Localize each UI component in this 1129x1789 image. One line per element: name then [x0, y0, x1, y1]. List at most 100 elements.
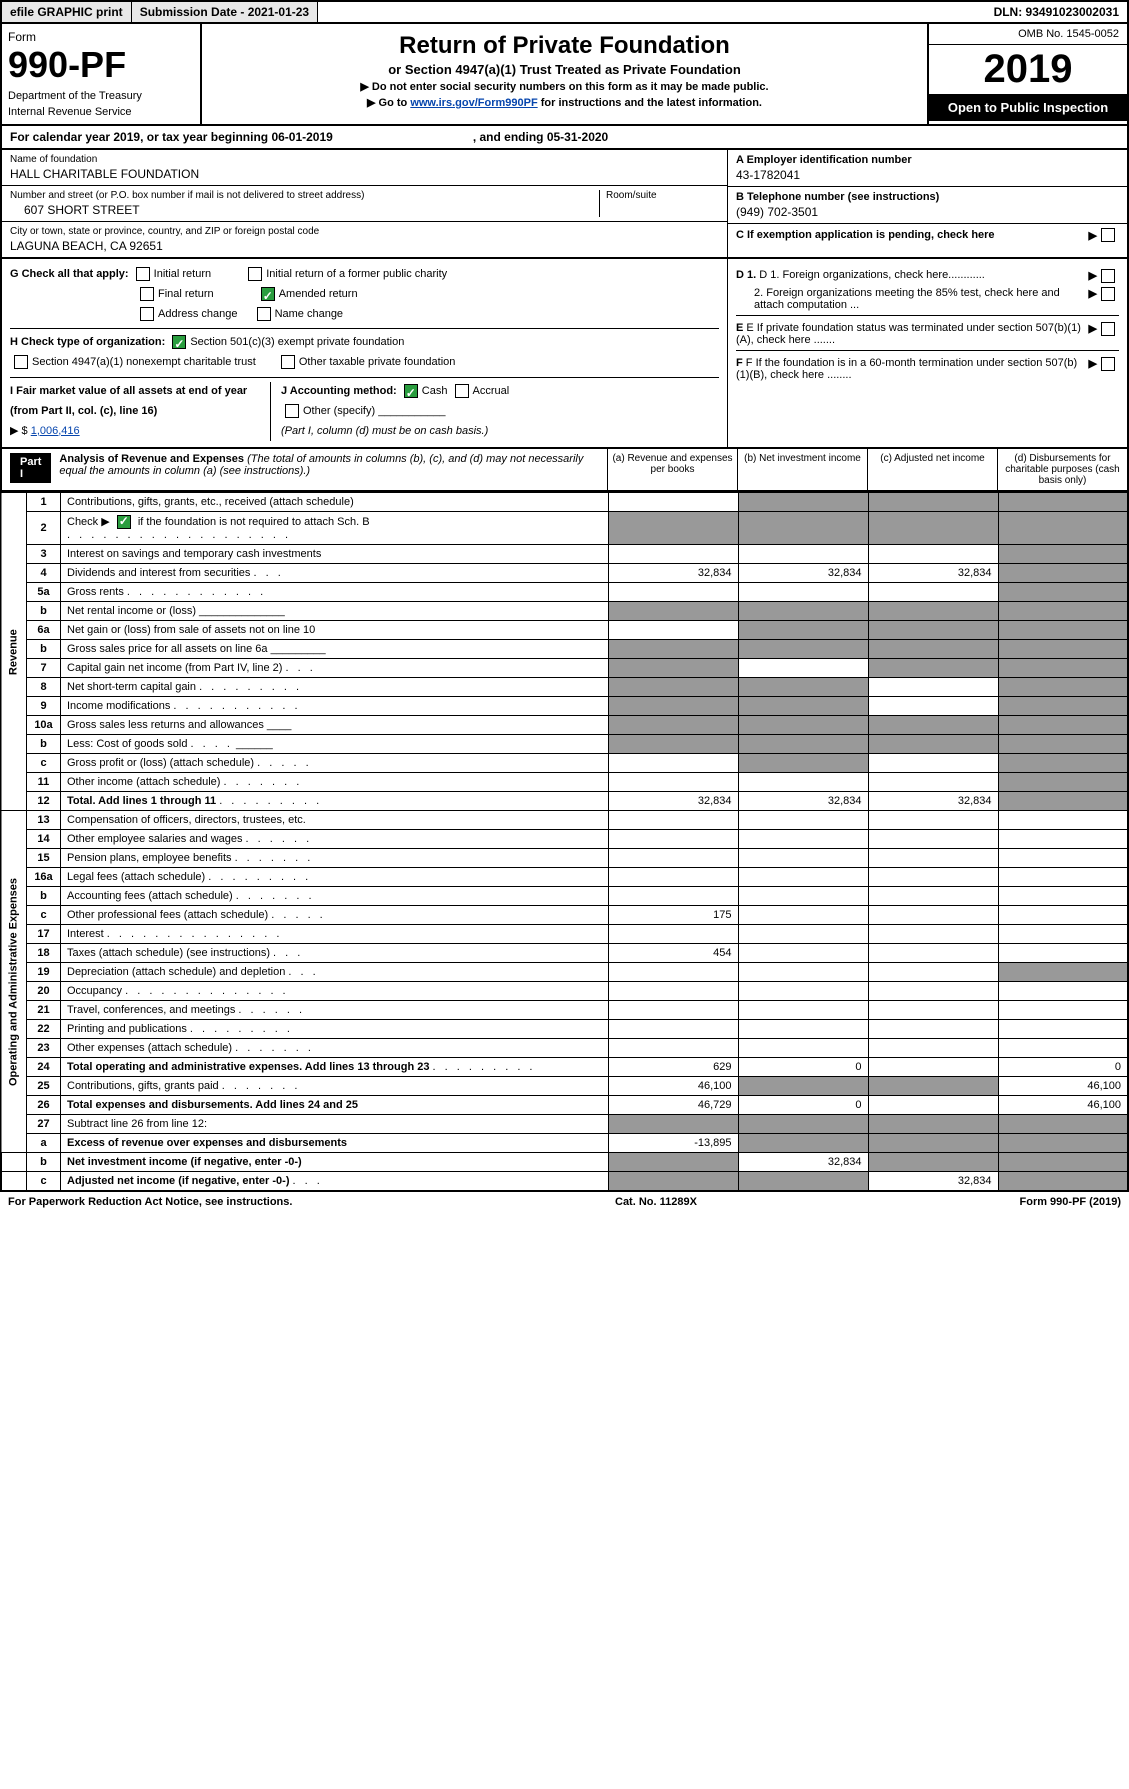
j-accrual-checkbox[interactable]	[455, 384, 469, 398]
row-num: b	[27, 602, 61, 621]
d2-checkbox[interactable]	[1101, 287, 1115, 301]
col-b-header: (b) Net investment income	[737, 449, 867, 490]
sch-b-checkbox[interactable]	[117, 515, 131, 529]
part1-header-row: Part I Analysis of Revenue and Expenses …	[0, 449, 1129, 492]
table-row: 24Total operating and administrative exp…	[1, 1058, 1128, 1077]
row-desc: Capital gain net income (from Part IV, l…	[61, 659, 609, 678]
foundation-right: A Employer identification number 43-1782…	[727, 150, 1127, 257]
dots-icon: . . . . . . . . . . . . . . . . . . .	[67, 529, 291, 541]
header-left: Form 990-PF Department of the Treasury I…	[2, 24, 202, 124]
irs-label: Internal Revenue Service	[8, 106, 194, 118]
j-cash-checkbox[interactable]	[404, 384, 418, 398]
amended-checkbox[interactable]	[261, 287, 275, 301]
row-desc: Other professional fees (attach schedule…	[61, 906, 609, 925]
row-desc: Occupancy . . . . . . . . . . . . . .	[61, 982, 609, 1001]
table-row: bNet rental income or (loss) ___________…	[1, 602, 1128, 621]
row-desc: Dividends and interest from securities .…	[61, 564, 609, 583]
part1-table: Revenue 1Contributions, gifts, grants, e…	[0, 492, 1129, 1192]
h-4947-checkbox[interactable]	[14, 355, 28, 369]
h-other-checkbox[interactable]	[281, 355, 295, 369]
row-desc: Contributions, gifts, grants, etc., rece…	[61, 493, 609, 512]
row-desc: Adjusted net income (if negative, enter …	[61, 1172, 609, 1192]
row-desc: Travel, conferences, and meetings . . . …	[61, 1001, 609, 1020]
e-text: E If private foundation status was termi…	[736, 322, 1081, 346]
addr-label: Number and street (or P.O. box number if…	[10, 190, 599, 201]
table-row: 11Other income (attach schedule) . . . .…	[1, 773, 1128, 792]
row-desc: Compensation of officers, directors, tru…	[61, 811, 609, 830]
row-num: 17	[27, 925, 61, 944]
initial-checkbox[interactable]	[136, 267, 150, 281]
revenue-section-label: Revenue	[1, 493, 27, 811]
instruct-2-post: for instructions and the latest informat…	[541, 97, 762, 109]
row-num: 1	[27, 493, 61, 512]
r4-val-a: 32,834	[608, 564, 738, 583]
row-desc: Legal fees (attach schedule) . . . . . .…	[61, 868, 609, 887]
addr-row: Number and street (or P.O. box number if…	[2, 186, 727, 222]
final-checkbox[interactable]	[140, 287, 154, 301]
j-other-checkbox[interactable]	[285, 404, 299, 418]
row-num: 8	[27, 678, 61, 697]
name-change-checkbox[interactable]	[257, 307, 271, 321]
j-accrual-label: Accrual	[473, 385, 510, 397]
row-num: b	[27, 1153, 61, 1172]
row-desc: Interest on savings and temporary cash i…	[61, 545, 609, 564]
r18-d: Taxes (attach schedule) (see instruction…	[67, 947, 270, 959]
addr-change-checkbox[interactable]	[140, 307, 154, 321]
row-num: 10a	[27, 716, 61, 735]
row-desc: Gross rents . . . . . . . . . . . .	[61, 583, 609, 602]
row-num: 18	[27, 944, 61, 963]
row-desc: Total operating and administrative expen…	[61, 1058, 609, 1077]
f-row: F F If the foundation is in a 60-month t…	[736, 350, 1119, 381]
efile-print-btn[interactable]: efile GRAPHIC print	[2, 2, 132, 22]
dln-label: DLN: 93491023002031	[986, 2, 1127, 22]
initial-former-checkbox[interactable]	[248, 267, 262, 281]
table-row: Revenue 1Contributions, gifts, grants, e…	[1, 493, 1128, 512]
row-num: c	[27, 754, 61, 773]
r26-d: Total expenses and disbursements. Add li…	[67, 1099, 358, 1111]
row-num: 14	[27, 830, 61, 849]
i-value-link[interactable]: 1,006,416	[31, 425, 80, 437]
ein-label: A Employer identification number	[736, 154, 1119, 166]
row-desc: Pension plans, employee benefits . . . .…	[61, 849, 609, 868]
r27b-d: Net investment income (if negative, ente…	[67, 1156, 302, 1168]
row-desc: Income modifications . . . . . . . . . .…	[61, 697, 609, 716]
g-label: G Check all that apply:	[10, 268, 129, 280]
c-checkbox[interactable]	[1101, 228, 1115, 242]
r5b-d: Net rental income or (loss)	[67, 605, 196, 617]
row-desc: Less: Cost of goods sold . . . . ______	[61, 735, 609, 754]
e-checkbox[interactable]	[1101, 322, 1115, 336]
h-4947-label: Section 4947(a)(1) nonexempt charitable …	[32, 356, 256, 368]
row-desc: Other employee salaries and wages . . . …	[61, 830, 609, 849]
form-number: 990-PF	[8, 44, 194, 86]
j-note: (Part I, column (d) must be on cash basi…	[281, 425, 488, 437]
r16b-d: Accounting fees (attach schedule)	[67, 890, 233, 902]
submission-date-btn[interactable]: Submission Date - 2021-01-23	[132, 2, 318, 22]
form-title: Return of Private Foundation	[210, 32, 919, 60]
topbar: efile GRAPHIC print Submission Date - 20…	[0, 0, 1129, 24]
table-row: 14Other employee salaries and wages . . …	[1, 830, 1128, 849]
row-num: 7	[27, 659, 61, 678]
r11-d: Other income (attach schedule)	[67, 776, 220, 788]
table-row: 7 Capital gain net income (from Part IV, …	[1, 659, 1128, 678]
r21-d: Travel, conferences, and meetings	[67, 1004, 235, 1016]
addr-change-label: Address change	[158, 308, 238, 320]
calendar-year-row: For calendar year 2019, or tax year begi…	[0, 126, 1129, 150]
row-num: 27	[27, 1115, 61, 1134]
d1-checkbox[interactable]	[1101, 269, 1115, 283]
name-change-label: Name change	[275, 308, 344, 320]
table-row: 8Net short-term capital gain . . . . . .…	[1, 678, 1128, 697]
h-501c3-label: Section 501(c)(3) exempt private foundat…	[190, 336, 404, 348]
row-desc: Interest . . . . . . . . . . . . . . .	[61, 925, 609, 944]
r16c-d: Other professional fees (attach schedule…	[67, 909, 268, 921]
row-num: 19	[27, 963, 61, 982]
irs-link[interactable]: www.irs.gov/Form990PF	[410, 97, 537, 109]
r7-d: Capital gain net income (from Part IV, l…	[67, 662, 282, 674]
row-num: 15	[27, 849, 61, 868]
f-checkbox[interactable]	[1101, 357, 1115, 371]
d2-row: 2. Foreign organizations meeting the 85%…	[736, 287, 1119, 311]
table-row: 26Total expenses and disbursements. Add …	[1, 1096, 1128, 1115]
h-501c3-checkbox[interactable]	[172, 335, 186, 349]
name-row: Name of foundation HALL CHARITABLE FOUND…	[2, 150, 727, 186]
table-row: b Net investment income (if negative, ent…	[1, 1153, 1128, 1172]
row-desc: Gross profit or (loss) (attach schedule)…	[61, 754, 609, 773]
